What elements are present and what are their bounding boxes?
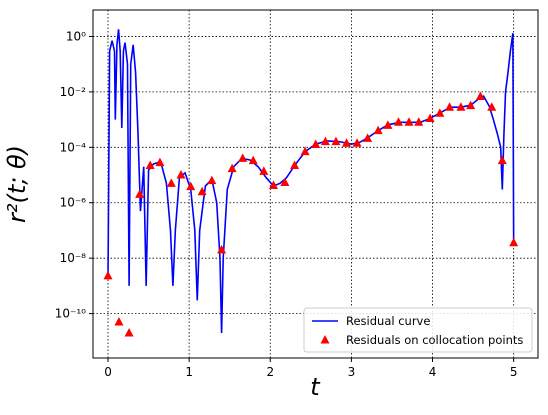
marker: [393, 117, 403, 126]
marker: [435, 108, 445, 117]
y-tick-label: 10⁻⁶: [60, 196, 87, 210]
x-tick-label: 1: [185, 365, 193, 379]
marker: [456, 102, 466, 111]
marker: [342, 138, 352, 147]
marker: [363, 133, 373, 142]
marker: [404, 117, 414, 126]
marker: [290, 160, 300, 170]
y-tick-label: 10⁻⁴: [60, 140, 87, 154]
y-tick-label: 10⁻¹⁰: [55, 307, 86, 321]
marker: [300, 146, 310, 156]
marker: [103, 270, 113, 280]
marker: [145, 160, 155, 170]
marker: [373, 125, 383, 135]
marker: [383, 120, 393, 129]
marker: [269, 180, 279, 189]
marker: [466, 100, 476, 110]
x-tick-label: 3: [348, 365, 356, 379]
y-axis-label: r²(t; θ): [3, 145, 31, 223]
marker: [217, 244, 227, 254]
marker: [135, 189, 145, 198]
marker: [497, 155, 507, 165]
marker: [238, 153, 248, 162]
y-tick-label: 10⁻⁸: [60, 251, 87, 265]
marker: [166, 178, 176, 187]
marker: [311, 139, 321, 149]
marker: [475, 91, 485, 101]
marker: [414, 117, 424, 126]
marker: [331, 136, 341, 146]
marker: [176, 170, 186, 179]
x-tick-label: 0: [104, 365, 112, 379]
marker: [425, 113, 435, 122]
marker: [207, 175, 217, 185]
marker: [280, 177, 290, 186]
y-tick-label: 10⁻²: [60, 85, 87, 99]
marker: [259, 166, 269, 175]
marker: [124, 327, 134, 337]
marker: [155, 157, 165, 167]
marker: [509, 237, 519, 247]
x-tick-label: 4: [429, 365, 437, 379]
marker: [445, 102, 455, 111]
marker: [227, 163, 237, 173]
x-tick-label: 2: [266, 365, 274, 379]
marker: [487, 102, 497, 111]
legend-marker: [320, 335, 330, 344]
residual-line: [107, 29, 515, 333]
marker: [114, 316, 124, 326]
marker: [186, 181, 196, 191]
y-tick-label: 10⁰: [66, 29, 86, 43]
legend-label: Residuals on collocation points: [346, 333, 523, 347]
x-tick-label: 5: [510, 365, 518, 379]
x-axis-label: t: [310, 373, 321, 401]
marker: [320, 136, 330, 146]
marker: [352, 138, 362, 147]
marker: [248, 155, 258, 165]
marker: [197, 186, 207, 196]
legend-box: [303, 307, 533, 353]
legend-label: Residual curve: [346, 314, 430, 328]
plot-frame: [92, 9, 539, 359]
